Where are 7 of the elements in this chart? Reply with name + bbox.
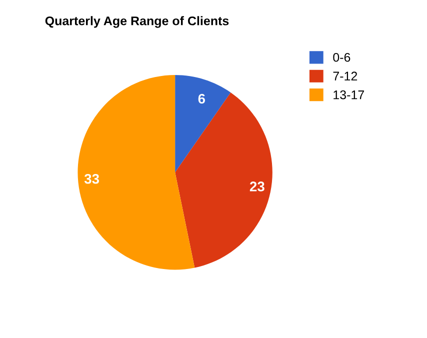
data-label: 33 xyxy=(84,174,100,184)
legend-label: 0-6 xyxy=(333,52,350,62)
chart-title: Quarterly Age Range of Clients xyxy=(45,16,229,28)
legend-label: 7-12 xyxy=(333,72,358,80)
data-label: 23 xyxy=(250,182,264,192)
data-label: 6 xyxy=(198,94,206,104)
legend-label: 13-17 xyxy=(334,90,364,100)
